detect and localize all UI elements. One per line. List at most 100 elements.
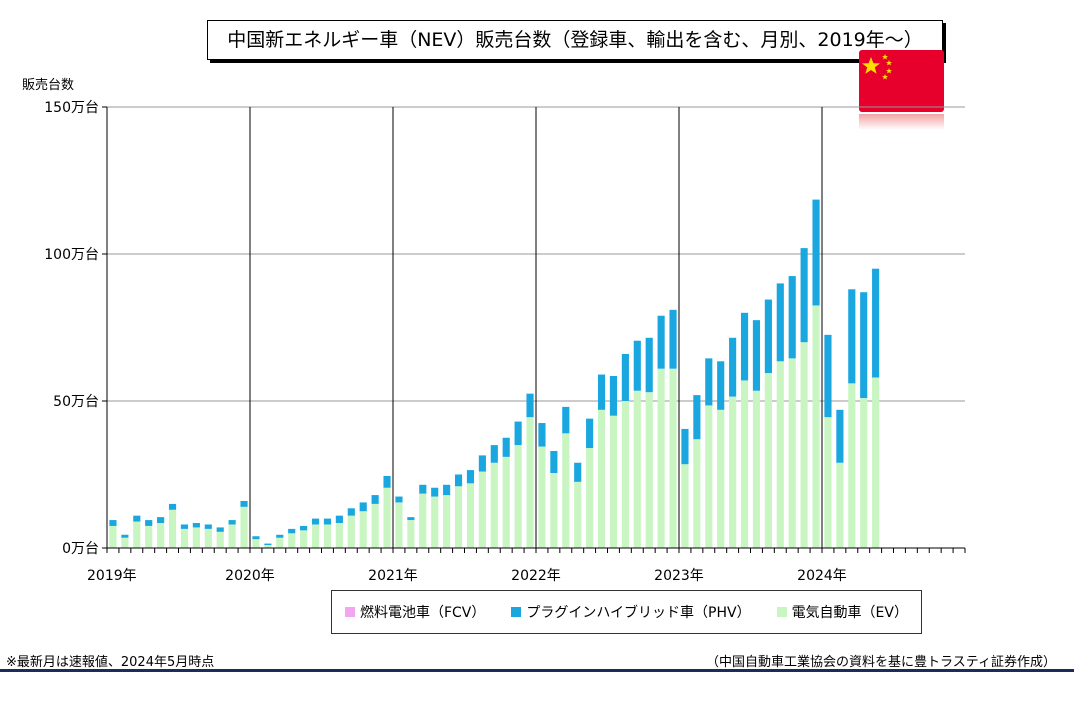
y-axis-unit-label: 販売台数: [22, 78, 75, 93]
bar-phv: [872, 268, 880, 378]
bar-ev: [562, 433, 570, 548]
y-tick-label: 50万台: [53, 394, 99, 410]
bar-phv: [860, 292, 868, 399]
bar-phv: [526, 393, 534, 418]
bar-ev: [443, 495, 451, 548]
bar-ev: [288, 533, 296, 548]
legend-item-phv: プラグインハイブリッド車（PHV）: [511, 602, 751, 622]
bar-ev: [764, 373, 772, 548]
bar-ev: [407, 520, 415, 548]
bar-phv: [443, 484, 451, 496]
bar-ev: [526, 417, 534, 548]
bar-phv: [109, 520, 117, 526]
china-flag-icon: [859, 50, 944, 112]
x-year-label: 2019年: [87, 568, 137, 584]
bar-phv: [586, 418, 594, 449]
bar-ev: [645, 392, 653, 548]
bar-phv: [347, 508, 355, 516]
bar-phv: [740, 312, 749, 381]
bar-ev: [514, 445, 522, 548]
bar-phv: [574, 462, 582, 482]
legend-item-ev: 電気自動車（EV）: [776, 602, 908, 622]
legend-swatch-ev: [776, 607, 787, 617]
bar-ev: [609, 415, 618, 548]
bar-phv: [228, 520, 236, 525]
bar-ev: [848, 383, 856, 548]
bar-ev: [574, 481, 582, 548]
bottom-rule: [0, 669, 1074, 672]
bar-ev: [586, 448, 594, 548]
bar-phv: [192, 523, 200, 528]
bar-phv: [300, 525, 308, 531]
bar-ev: [192, 527, 200, 548]
bar-phv: [240, 500, 248, 507]
bar-phv: [431, 487, 439, 497]
chart-title: 中国新エネルギー車（NEV）販売台数（登録車、輸出を含む、月別、2019年～）: [207, 20, 943, 60]
bar-phv: [478, 455, 486, 472]
bar-ev: [740, 380, 749, 548]
bar-phv: [133, 515, 141, 522]
bar-ev: [633, 390, 641, 548]
legend-label-fcv: 燃料電池車（FCV）: [359, 605, 486, 621]
bar-ev: [597, 409, 606, 548]
bar-phv: [490, 445, 498, 463]
legend-label-phv: プラグインハイブリッド車（PHV）: [526, 605, 751, 621]
y-tick-label: 150万台: [44, 100, 99, 116]
bar-ev: [371, 503, 379, 548]
bar-phv: [776, 283, 784, 362]
legend: 燃料電池車（FCV） プラグインハイブリッド車（PHV） 電気自動車（EV）: [331, 590, 922, 634]
bar-ev: [872, 377, 880, 548]
bar-phv: [633, 340, 641, 391]
bar-ev: [800, 342, 808, 548]
bar-phv: [454, 474, 463, 487]
bar-phv: [383, 475, 391, 488]
bar-phv: [121, 534, 129, 538]
bar-ev: [860, 398, 868, 548]
bar-phv: [693, 395, 701, 440]
bar-phv: [311, 518, 320, 525]
bar-ev: [109, 525, 117, 548]
bar-phv: [621, 353, 629, 401]
bar-ev: [300, 530, 308, 548]
bar-ev: [311, 524, 320, 548]
bar-phv: [514, 421, 522, 446]
x-year-label: 2021年: [368, 568, 418, 584]
bar-ev: [669, 368, 677, 548]
bar-ev: [121, 537, 129, 548]
bar-phv: [597, 374, 606, 410]
bar-phv: [764, 299, 772, 374]
bar-ev: [180, 528, 189, 548]
bar-ev: [693, 439, 701, 548]
bar-ev: [228, 524, 236, 548]
bar-ev: [240, 506, 248, 548]
bar-phv: [323, 518, 332, 525]
flag-stars: [862, 54, 892, 80]
bar-phv: [466, 470, 475, 484]
bar-ev: [145, 525, 153, 548]
bar-phv: [681, 428, 689, 465]
bar-phv: [204, 524, 212, 529]
bar-phv: [216, 527, 224, 532]
bar-ev: [431, 496, 439, 548]
bar-phv: [395, 496, 403, 503]
bar-ev: [347, 515, 355, 548]
bar-phv: [705, 358, 713, 406]
bar-phv: [788, 276, 796, 359]
bar-ev: [395, 502, 403, 548]
bar-ev: [717, 409, 725, 548]
bar-ev: [490, 462, 498, 548]
bar-ev: [252, 539, 260, 548]
bar-phv: [407, 517, 415, 521]
bar-phv: [419, 484, 427, 494]
bar-ev: [276, 537, 284, 548]
bar-ev: [621, 401, 629, 548]
legend-label-ev: 電気自動車（EV）: [791, 605, 908, 621]
bar-phv: [180, 524, 189, 529]
bar-phv: [717, 361, 725, 410]
bar-ev: [788, 358, 796, 548]
bar-phv: [157, 517, 165, 524]
bar-ev: [383, 487, 391, 548]
bar-phv: [276, 534, 284, 538]
bar-phv: [836, 409, 844, 463]
bar-phv: [752, 320, 761, 391]
